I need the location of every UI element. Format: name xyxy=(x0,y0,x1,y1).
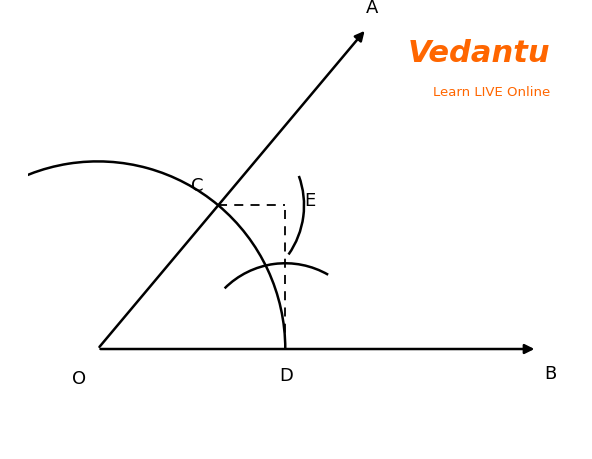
Text: A: A xyxy=(366,0,378,17)
Text: Learn LIVE Online: Learn LIVE Online xyxy=(433,86,551,99)
Text: D: D xyxy=(279,366,293,384)
Text: B: B xyxy=(545,364,556,382)
Text: Vedantu: Vedantu xyxy=(408,39,551,68)
Text: C: C xyxy=(191,177,203,195)
Text: O: O xyxy=(72,369,86,388)
Text: E: E xyxy=(304,191,315,209)
